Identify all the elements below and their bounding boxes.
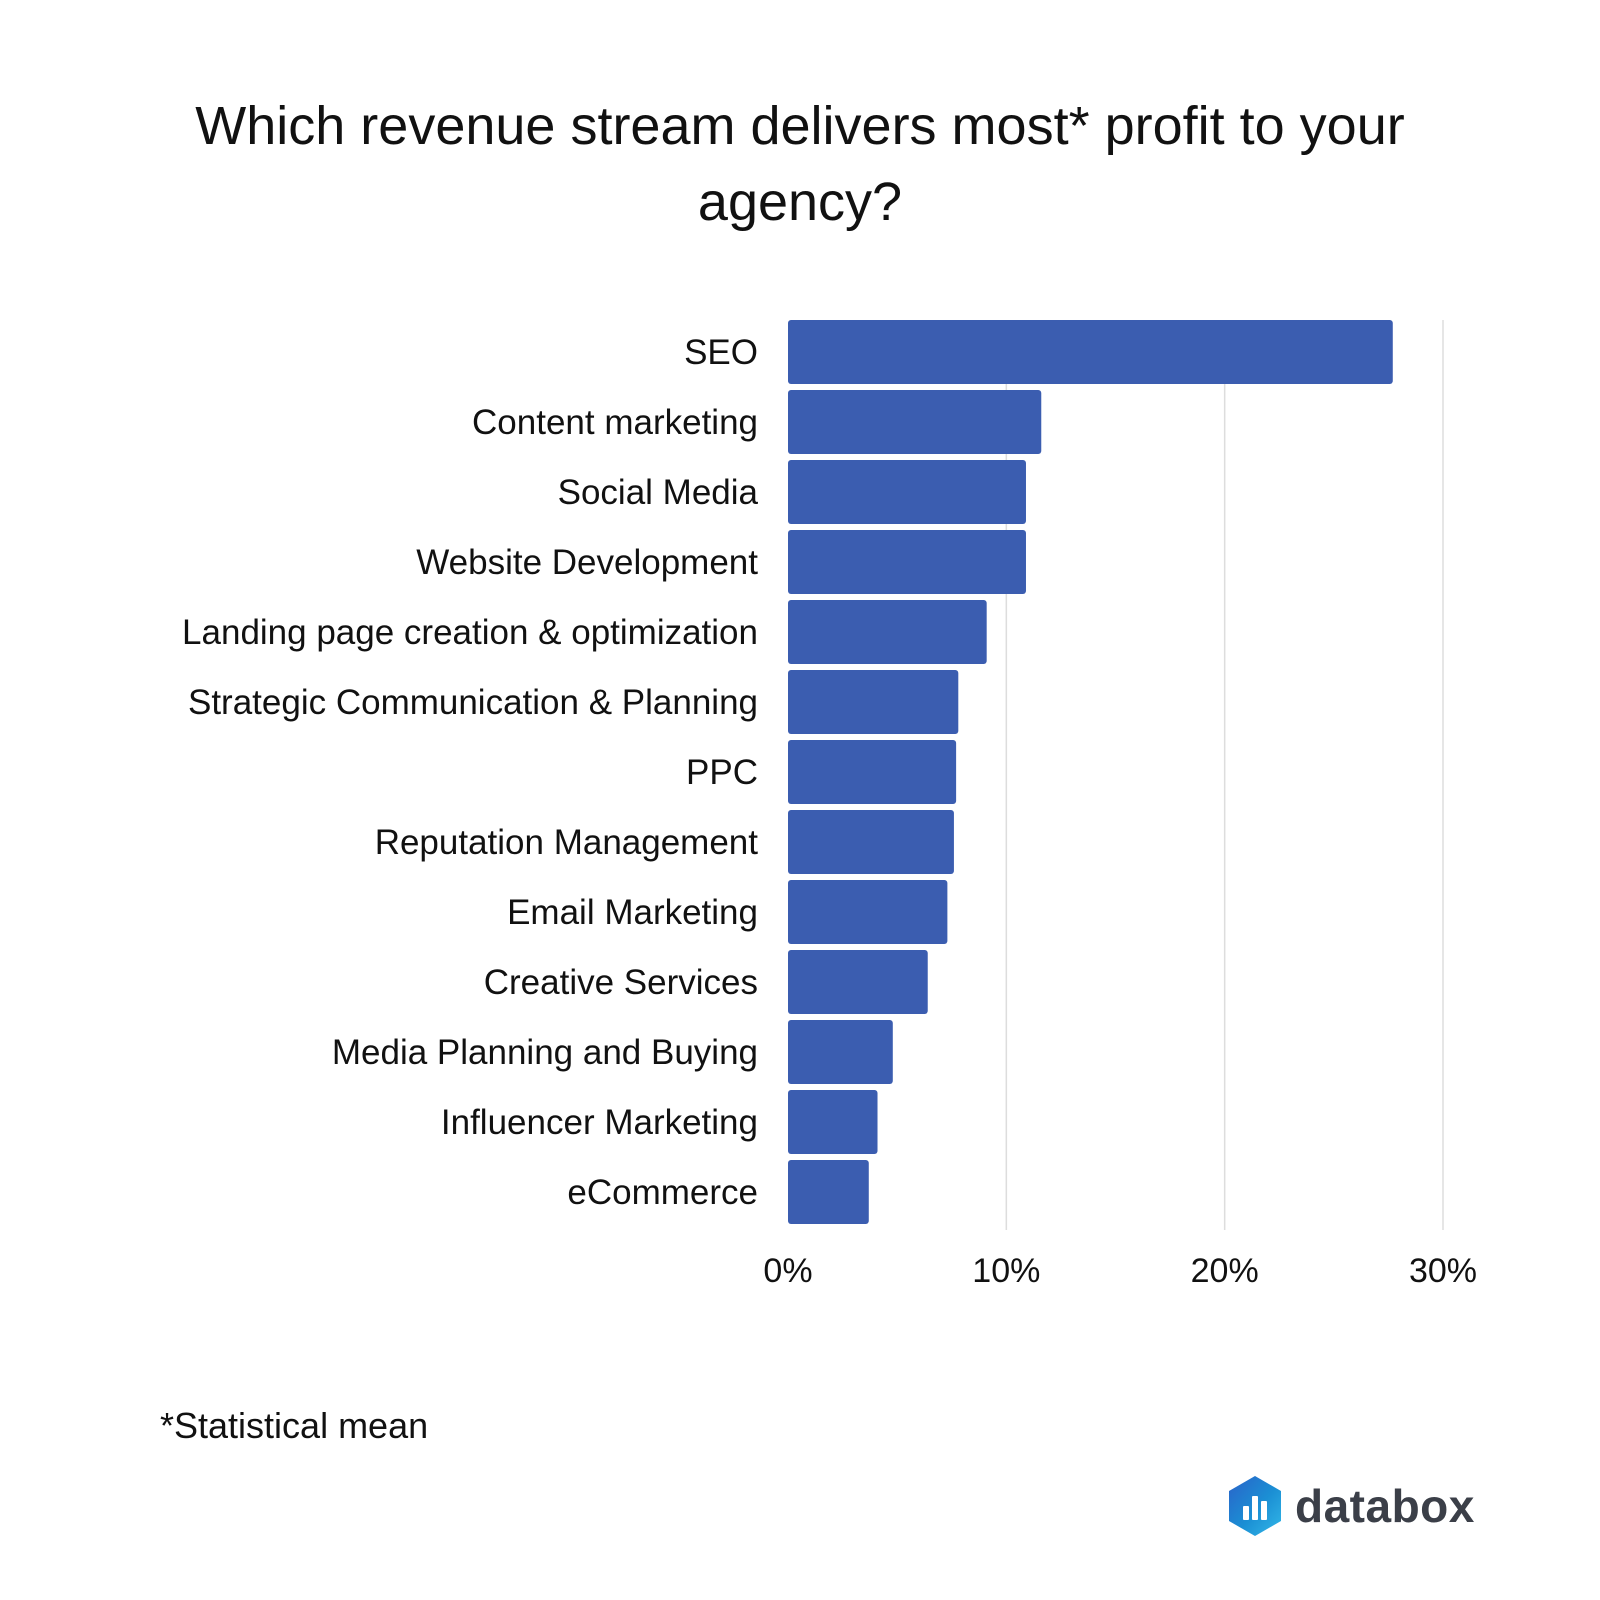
databox-logo-icon — [1229, 1476, 1281, 1536]
x-axis-ticks: 0% 10% 20% 30% — [763, 1252, 1477, 1290]
bar — [788, 810, 954, 874]
bar — [788, 670, 959, 734]
grid-lines — [1005, 320, 1444, 1230]
category-label: Media Planning and Buying — [332, 1033, 758, 1072]
chart-title: Which revenue stream delivers most* prof… — [195, 96, 1405, 232]
category-label: SEO — [684, 333, 758, 372]
category-label: Content marketing — [472, 403, 758, 442]
category-label: PPC — [686, 753, 758, 792]
x-tick-label: 30% — [1409, 1252, 1477, 1290]
category-label: Landing page creation & optimization — [182, 613, 758, 652]
category-label: Influencer Marketing — [441, 1103, 758, 1142]
category-label: Email Marketing — [507, 893, 758, 932]
category-label: Strategic Communication & Planning — [188, 683, 758, 722]
category-label: eCommerce — [567, 1173, 758, 1212]
bar — [788, 950, 928, 1014]
category-label: Creative Services — [484, 963, 758, 1002]
bar — [788, 1020, 893, 1084]
bar — [788, 1090, 878, 1154]
category-label: Reputation Management — [375, 823, 759, 862]
bar — [788, 880, 948, 944]
bar — [788, 530, 1026, 594]
category-label: Website Development — [416, 543, 758, 582]
footnote: *Statistical mean — [160, 1405, 429, 1446]
bar — [788, 390, 1042, 454]
x-tick-label: 0% — [763, 1252, 812, 1290]
category-label: Social Media — [558, 473, 759, 512]
bar — [788, 460, 1026, 524]
bar — [788, 740, 957, 804]
category-labels: SEO Content marketing Social Media Website … — [182, 333, 758, 1212]
brand-name: databox — [1295, 1480, 1475, 1532]
x-tick-label: 10% — [972, 1252, 1040, 1290]
bar — [788, 1160, 869, 1224]
brand-logo: databox — [1227, 1470, 1475, 1542]
bars — [788, 320, 1393, 1224]
bar — [788, 320, 1393, 384]
bar — [788, 600, 987, 664]
x-tick-label: 20% — [1191, 1252, 1259, 1290]
